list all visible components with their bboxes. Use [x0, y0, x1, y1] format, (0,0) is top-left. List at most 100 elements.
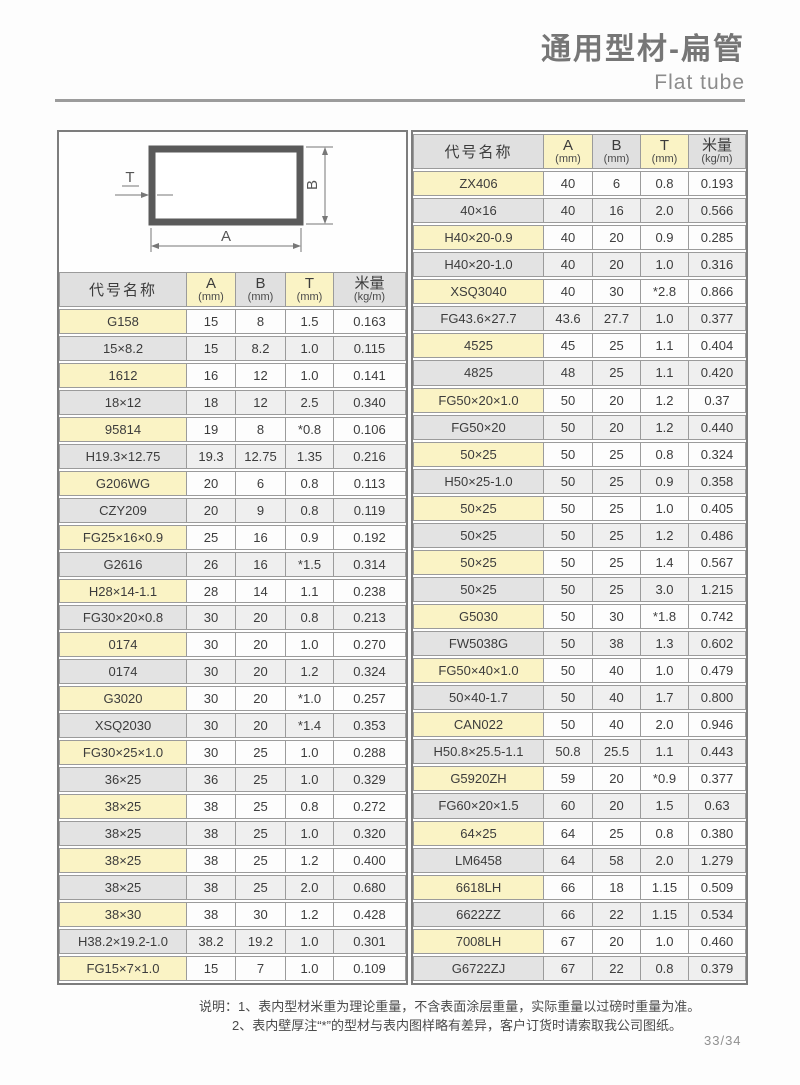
spec-row: H38.2×19.2-1.0 38.2 19.2 1.0 0.301 [59, 928, 406, 954]
spec-row: G5030 50 30 *1.8 0.742 [413, 604, 746, 630]
cell-b: 30 [593, 604, 641, 630]
cell-a: 50 [544, 495, 593, 521]
spec-row: H40×20-0.9 40 20 0.9 0.285 [413, 225, 746, 251]
cell-name: 7008LH [413, 928, 544, 954]
cell-a: 50.8 [544, 739, 593, 765]
cell-w: 0.353 [334, 713, 406, 739]
cell-t: 1.0 [286, 632, 334, 658]
spec-row: 50×40-1.7 50 40 1.7 0.800 [413, 685, 746, 711]
col-header-letter: T [304, 275, 315, 292]
cell-a: 50 [544, 658, 593, 684]
cell-name: 6618LH [413, 874, 544, 900]
cell-b: 18 [593, 874, 641, 900]
cell-b: 12 [236, 362, 286, 388]
spec-row: 95814 19 8 *0.8 0.106 [59, 416, 406, 442]
cell-name: 38×25 [59, 821, 187, 847]
col-header-letter: B [611, 137, 622, 154]
cell-b: 6 [593, 171, 641, 197]
cell-w: 0.301 [334, 928, 406, 954]
cell-name: G2616 [59, 551, 187, 577]
cell-w: 0.377 [689, 766, 746, 792]
dim-label-t: T [125, 169, 134, 186]
spec-row: 50×25 50 25 3.0 1.215 [413, 576, 746, 602]
spec-row: CZY209 20 9 0.8 0.119 [59, 497, 406, 523]
cell-w: 0.316 [689, 252, 746, 278]
cell-t: 1.4 [641, 549, 689, 575]
spec-row: FG15×7×1.0 15 7 1.0 0.109 [59, 955, 406, 981]
cell-name: H38.2×19.2-1.0 [59, 928, 187, 954]
cell-w: 0.37 [689, 387, 746, 413]
cell-t: *1.5 [286, 551, 334, 577]
cell-a: 50 [544, 549, 593, 575]
cell-w: 0.272 [334, 794, 406, 820]
col-header-letter: T [659, 137, 670, 154]
cell-b: 30 [593, 279, 641, 305]
cell-w: 0.566 [689, 198, 746, 224]
cell-w: 0.113 [334, 470, 406, 496]
cell-a: 50 [544, 468, 593, 494]
cell-name: FG50×40×1.0 [413, 658, 544, 684]
cell-t: 0.8 [641, 955, 689, 981]
cell-name: FW5038G [413, 631, 544, 657]
cell-a: 64 [544, 820, 593, 846]
spec-row: G6722ZJ 67 22 0.8 0.379 [413, 955, 746, 981]
spec-row: 64×25 64 25 0.8 0.380 [413, 820, 746, 846]
cell-a: 40 [544, 279, 593, 305]
cell-name: FG25×16×0.9 [59, 524, 187, 550]
cell-b: 12 [236, 389, 286, 415]
cell-a: 16 [187, 362, 236, 388]
cell-w: 0.420 [689, 360, 746, 386]
spec-row: 36×25 36 25 1.0 0.329 [59, 767, 406, 793]
spec-row: 1612 16 12 1.0 0.141 [59, 362, 406, 388]
spec-row: 38×25 38 25 2.0 0.680 [59, 875, 406, 900]
cell-name: G6722ZJ [413, 955, 544, 981]
cell-b: 16 [593, 198, 641, 224]
cell-name: G5920ZH [413, 766, 544, 792]
cell-b: 30 [236, 901, 286, 927]
page-subtitle: Flat tube [654, 71, 745, 94]
cell-t: 1.0 [641, 495, 689, 521]
cell-w: 0.109 [334, 955, 406, 981]
cell-b: 25.5 [593, 739, 641, 765]
col-header-letter: B [255, 275, 266, 292]
left-table-body: G158 15 8 1.5 0.163 15×8.2 15 8.2 1.0 0.115 1612 16… [59, 309, 406, 981]
cell-t: 1.15 [641, 874, 689, 900]
cell-w: 0.428 [334, 901, 406, 927]
cell-w: 0.257 [334, 686, 406, 712]
col-header-a: A (mm) [544, 134, 593, 169]
spec-row: H40×20-1.0 40 20 1.0 0.316 [413, 252, 746, 278]
cell-b: 16 [236, 524, 286, 550]
arrowhead [141, 192, 149, 198]
col-header-weight: 米量 (kg/m) [689, 134, 746, 169]
cell-t: 0.9 [641, 468, 689, 494]
right-table-body: ZX406 40 6 0.8 0.193 40×16 40 16 2.0 0.566 H40×20-… [413, 171, 746, 981]
cell-w: 1.215 [689, 576, 746, 602]
cell-b: 22 [593, 955, 641, 981]
cell-name: 95814 [59, 416, 187, 442]
cell-t: 1.2 [286, 901, 334, 927]
spec-row: G158 15 8 1.5 0.163 [59, 309, 406, 334]
cell-w: 0.534 [689, 901, 746, 927]
cell-b: 20 [593, 225, 641, 251]
tube-diagram-svg: B A T [115, 145, 333, 252]
cell-a: 43.6 [544, 306, 593, 332]
col-header-unit: (mm) [651, 153, 678, 165]
cell-b: 19.2 [236, 928, 286, 954]
cell-name: 4825 [413, 360, 544, 386]
cell-t: 1.0 [286, 362, 334, 388]
cell-w: 0.866 [689, 279, 746, 305]
cell-t: 2.0 [286, 875, 334, 900]
cell-b: 40 [593, 712, 641, 738]
cell-b: 25 [236, 794, 286, 820]
cell-t: 1.7 [641, 685, 689, 711]
spec-row: 0174 30 20 1.2 0.324 [59, 659, 406, 685]
cell-name: H40×20-1.0 [413, 252, 544, 278]
cell-t: 1.0 [641, 928, 689, 954]
cell-t: 0.8 [286, 794, 334, 820]
left-table-pane: B A T [57, 130, 408, 985]
cell-a: 19 [187, 416, 236, 442]
spec-row: 38×25 38 25 1.2 0.400 [59, 848, 406, 874]
spec-row: H50.8×25.5-1.1 50.8 25.5 1.1 0.443 [413, 739, 746, 765]
cell-name: 50×25 [413, 495, 544, 521]
